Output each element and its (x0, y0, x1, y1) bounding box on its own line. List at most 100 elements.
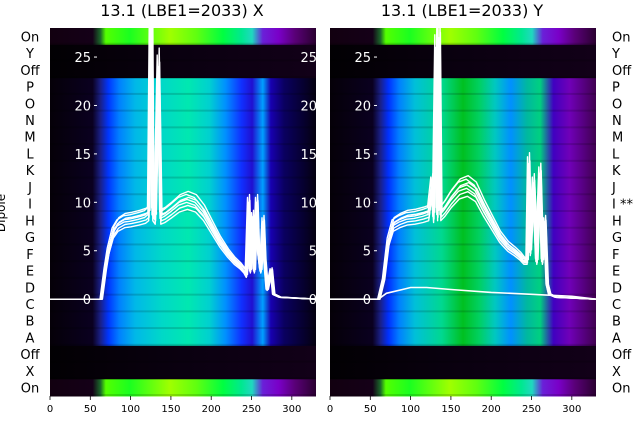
trace-tick-edge-5: 25 (300, 51, 317, 66)
left-traces (50, 28, 316, 300)
row-label-8: K (612, 164, 621, 179)
heatmap-row-0 (50, 28, 316, 46)
row-separator (50, 193, 316, 196)
row-label-4: O (25, 97, 35, 112)
row-label-10: I (28, 198, 32, 213)
x-tick-label-0: 0 (47, 404, 53, 415)
row-label-13: F (26, 248, 33, 263)
row-label-11: H (612, 214, 622, 229)
right-panel-title: 13.1 (LBE1=2033) Y (381, 1, 544, 20)
row-separator (50, 59, 316, 62)
trace-line-6 (331, 31, 596, 300)
heatmap-row-21 (50, 379, 316, 397)
row-separator (330, 143, 596, 146)
row-label-2: Off (20, 64, 40, 79)
row-separator (50, 377, 316, 380)
row-separator (330, 109, 596, 112)
trace-tick-edge-4: 20 (300, 99, 317, 114)
row-label-7: L (612, 147, 620, 162)
trace-tick-label-3: 15 (74, 148, 91, 163)
heatmap-row-6 (330, 128, 596, 146)
row-separator (50, 343, 316, 346)
row-separator (330, 193, 596, 196)
row-label-1: Y (611, 47, 620, 62)
row-separator (330, 343, 596, 346)
row-label-9: J (611, 181, 616, 196)
x-tick-label-6: 300 (282, 404, 301, 415)
trace-line-5 (50, 28, 316, 300)
row-separator (50, 327, 316, 330)
left-panel: 13.1 (LBE1=2033) X Dipole On Y Off PONMLKJI… (0, 1, 317, 415)
row-separator (50, 143, 316, 146)
left-trace-ticks: 0 5 10 15 20 25 0 5 10 15 20 25 (74, 51, 317, 308)
row-label-8: K (26, 164, 35, 179)
row-label-15: D (25, 281, 35, 296)
trace-tick-label-0: 0 (363, 293, 371, 308)
row-label-0: On (21, 30, 39, 45)
heatmap-row-2 (330, 61, 596, 79)
row-label-16: C (612, 298, 621, 313)
trace-tick-edge-1: 5 (309, 245, 317, 260)
row-label-3: P (612, 81, 620, 96)
row-label-17: B (612, 315, 621, 330)
trace-tick-edge-0: 0 (309, 293, 317, 308)
heatmap-row-15 (330, 278, 596, 297)
row-separator (50, 260, 316, 263)
trace-tick-label-1: 5 (83, 245, 91, 260)
row-label-1: Y (25, 47, 34, 62)
row-label-7: L (26, 147, 34, 162)
heatmap-row-15 (50, 278, 316, 297)
row-label-18: A (612, 331, 621, 346)
row-separator (50, 76, 316, 79)
row-separator (330, 92, 596, 95)
heatmap-row-17 (330, 312, 596, 330)
x-tick-label-1: 50 (84, 404, 97, 415)
heatmap-row-8 (50, 161, 316, 180)
row-label-3: P (26, 81, 34, 96)
row-label-2: Off (612, 64, 632, 79)
trace-tick-edge-3: 15 (300, 148, 317, 163)
row-separator (330, 126, 596, 129)
x-tick-label-6: 300 (562, 404, 581, 415)
row-separator (50, 360, 316, 363)
trace-tick-label-1: 5 (363, 245, 371, 260)
heatmap-row-8 (330, 161, 596, 180)
row-label-13: F (612, 248, 619, 263)
x-tick-label-5: 250 (522, 404, 541, 415)
row-separator (50, 126, 316, 129)
heatmap-row-3 (330, 78, 596, 96)
row-separator (330, 59, 596, 62)
row-separator (330, 327, 596, 330)
row-label-19: Off (612, 348, 632, 363)
row-separator (50, 226, 316, 229)
heatmap-row-21 (330, 379, 596, 397)
row-separator (330, 276, 596, 279)
heatmap-row-2 (50, 61, 316, 79)
x-tick-label-3: 150 (161, 404, 180, 415)
row-separator (330, 210, 596, 212)
left-heatmap (50, 28, 316, 397)
heatmap-row-11 (50, 212, 316, 230)
trace-line-5 (330, 44, 596, 300)
heatmap-row-1 (330, 44, 596, 62)
right-traces (330, 28, 596, 300)
row-separator (50, 92, 316, 95)
trace-tick-edge-2: 10 (300, 196, 317, 211)
trace-tick-label-2: 10 (74, 196, 91, 211)
right-trace-ticks: 0 5 10 15 20 25 (354, 51, 377, 308)
x-tick-label-3: 150 (441, 404, 460, 415)
left-x-ticks: 0 50 100 150 200 250 300 (47, 396, 301, 415)
row-separator (50, 109, 316, 112)
row-label-5: N (25, 114, 35, 129)
row-label-21: On (612, 382, 630, 397)
heatmap-row-4 (50, 94, 316, 113)
row-separator (50, 243, 316, 246)
row-label-14: E (26, 265, 34, 280)
x-tick-label-2: 100 (121, 404, 140, 415)
trace-line-3 (50, 28, 316, 300)
x-tick-label-2: 100 (401, 404, 420, 415)
heatmap-row-3 (50, 78, 316, 96)
